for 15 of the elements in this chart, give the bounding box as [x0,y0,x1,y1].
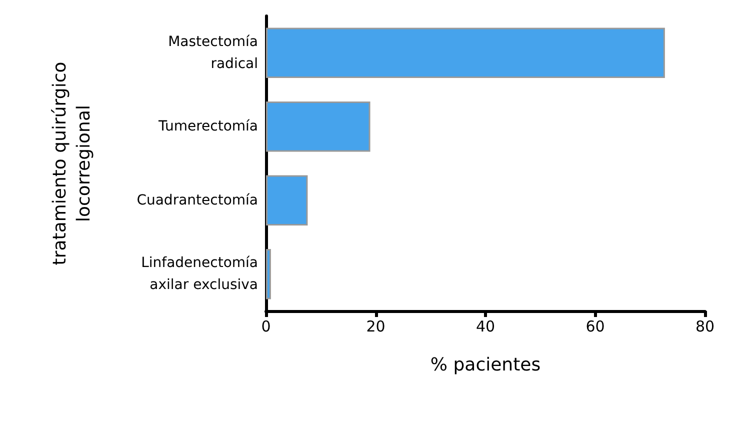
y-tick-label: Mastectomía radical [168,34,258,72]
bar [266,28,665,78]
bar [266,175,308,226]
bar [266,102,370,152]
x-tick-label: 60 [586,318,605,336]
y-tick-label: Linfadenectomía axilar exclusiva [141,255,258,294]
x-axis-title: % pacientes [430,354,541,376]
x-tick-label: 20 [366,318,386,336]
x-tick-label: 0 [261,318,271,336]
y-tick-label: Tumerectomía [158,118,258,135]
x-tick-label: 80 [695,318,715,336]
bar [266,249,271,300]
y-axis-title: tratamiento quirúrgico locorregional [50,62,94,266]
y-tick-label: Cuadrantectomía [136,192,258,208]
x-tick-label: 40 [476,318,496,336]
